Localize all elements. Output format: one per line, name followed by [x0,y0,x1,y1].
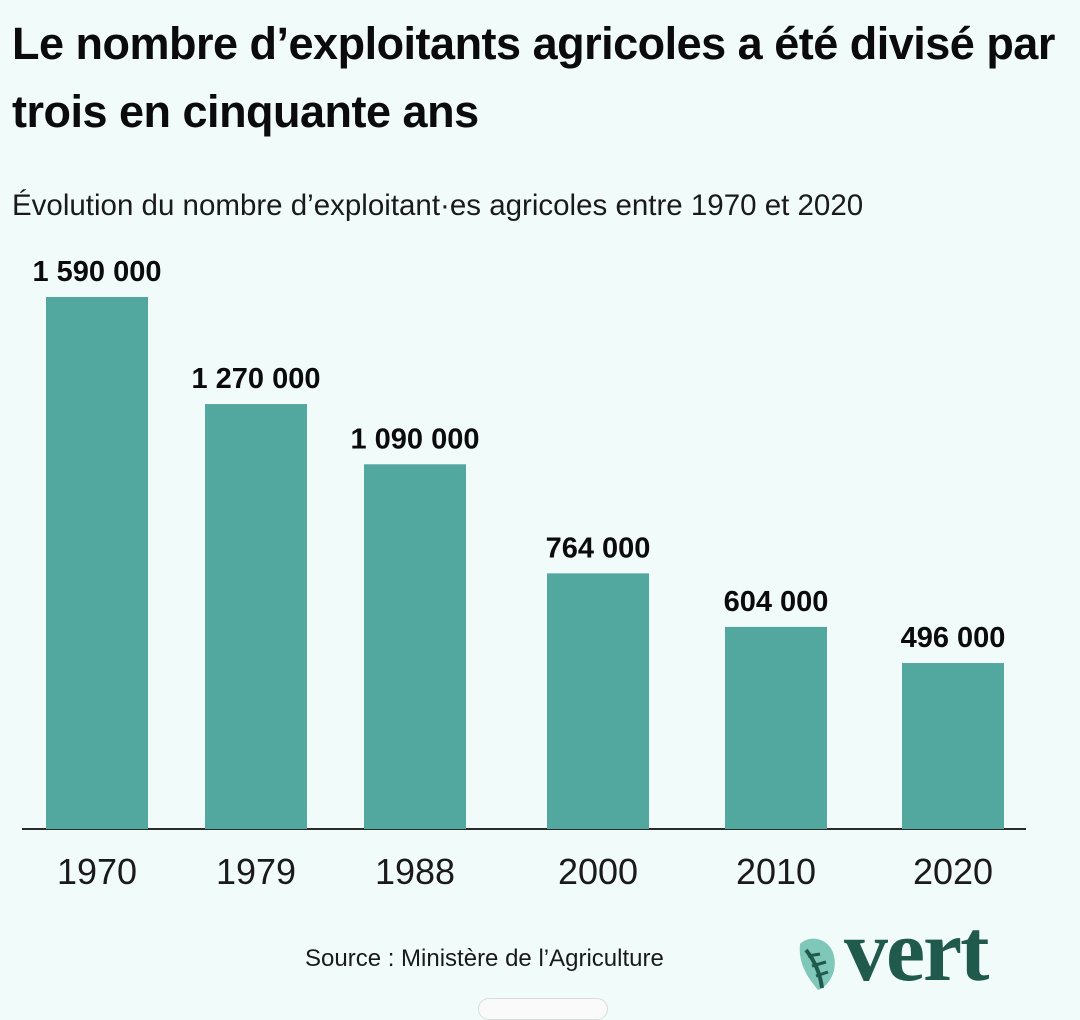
vert-logo: vert [796,903,1066,1000]
x-tick-label-1979: 1979 [216,851,296,892]
bar-2010 [725,626,827,829]
value-label-2020: 496 000 [901,622,1006,654]
x-tick-label-2000: 2000 [558,851,638,892]
chart-title: Le nombre d’exploitants agricoles a été … [12,18,1055,137]
leaf-icon [799,938,835,990]
chart-subtitle: Évolution du nombre d’exploitant·es agri… [12,189,864,222]
x-tick-label-1970: 1970 [57,851,137,892]
value-label-1988: 1 090 000 [350,423,479,455]
x-tick-label-1988: 1988 [375,851,455,892]
bar-2020 [902,663,1004,829]
value-label-1979: 1 270 000 [191,363,320,395]
value-label-2000: 764 000 [546,532,651,564]
source-note: Source : Ministère de l’Agriculture [305,945,664,972]
bar-1988 [364,464,466,829]
value-label-1970: 1 590 000 [32,256,161,288]
x-tick-label-2020: 2020 [913,851,993,892]
bar-2000 [547,573,649,829]
value-label-2010: 604 000 [724,586,829,618]
x-tick-label-2010: 2010 [736,851,816,892]
bar-1979 [205,404,307,829]
bar-1970 [46,297,148,829]
logo-text: vert [844,903,989,1000]
scroll-handle[interactable] [478,998,608,1020]
